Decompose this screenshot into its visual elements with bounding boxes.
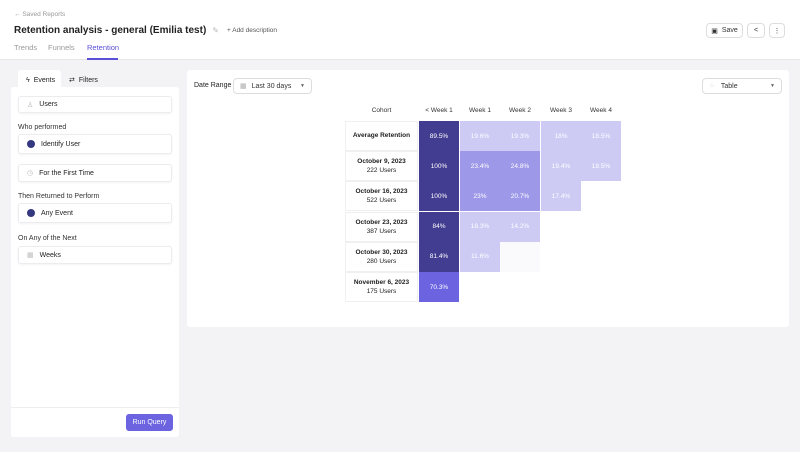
frequency-select[interactable]: ◷ For the First Time xyxy=(18,164,172,182)
bolt-icon: ϟ xyxy=(26,76,30,84)
cohort-users: 522 Users xyxy=(366,197,397,205)
calendar-icon: ▦ xyxy=(240,83,247,90)
active-tab-indicator xyxy=(87,58,118,60)
header xyxy=(0,0,800,60)
view-value: Table xyxy=(720,82,738,90)
run-query-button[interactable]: Run Query xyxy=(126,414,173,431)
retention-cell[interactable]: 100% xyxy=(419,151,459,182)
retention-cell[interactable]: 70.3% xyxy=(419,272,459,302)
retention-cell[interactable]: 84% xyxy=(419,211,459,242)
sidebar-tab-filters[interactable]: ⇄ Filters xyxy=(61,70,106,90)
share-button[interactable]: < xyxy=(747,23,765,38)
retention-cell[interactable]: 89.5% xyxy=(419,121,459,151)
date-range-label: Date Range xyxy=(194,82,232,89)
column-header: Week 1 xyxy=(469,107,491,114)
cohort-cell: November 6, 2023 175 Users xyxy=(345,272,418,302)
column-header: < Week 1 xyxy=(425,107,453,114)
period-select[interactable]: ▦ Weeks xyxy=(18,246,172,264)
retention-cell[interactable]: 18.5% xyxy=(581,121,621,151)
column-header: Week 4 xyxy=(590,107,612,114)
next-label: On Any of the Next xyxy=(18,235,77,242)
sidebar-tab-events[interactable]: ϟ Events xyxy=(18,70,61,90)
retention-cell[interactable]: 81.4% xyxy=(419,241,459,272)
entity-select[interactable]: ♙ Users xyxy=(18,96,172,113)
retention-cell[interactable]: 19.4% xyxy=(541,151,581,182)
frequency-value: For the First Time xyxy=(39,169,94,177)
filters-label: Filters xyxy=(78,76,98,84)
user-icon: ♙ xyxy=(27,101,34,109)
pencil-icon[interactable]: ✎ xyxy=(212,26,219,35)
retention-cell[interactable]: 18% xyxy=(541,121,581,151)
returned-label: Then Returned to Perform xyxy=(18,193,100,200)
cohort-users: 280 Users xyxy=(366,257,397,265)
add-description-button[interactable]: + Add description xyxy=(226,27,278,34)
cohort-users: 387 Users xyxy=(366,227,397,235)
view-select[interactable]: ⁘ Table ▼ xyxy=(702,78,782,94)
event-dot-icon xyxy=(27,140,35,148)
cohort-users: 175 Users xyxy=(366,288,397,295)
retention-cell[interactable]: 23.4% xyxy=(460,151,500,182)
filter-icon: ⇄ xyxy=(69,77,75,84)
retention-cell[interactable]: 19.3% xyxy=(500,121,540,151)
cohort-cell: October 16, 2023 522 Users xyxy=(345,181,418,212)
tab-retention[interactable]: Retention xyxy=(87,43,120,52)
chevron-down-icon: ▼ xyxy=(300,83,305,89)
cohort-date: October 16, 2023 xyxy=(355,188,408,196)
divider xyxy=(11,407,179,408)
date-range-value: Last 30 days xyxy=(251,82,292,90)
entity-value: Users xyxy=(39,101,58,108)
save-label: Save xyxy=(721,27,738,34)
chevron-down-icon: ▼ xyxy=(770,83,775,89)
column-header: Week 3 xyxy=(550,107,572,114)
date-range-select[interactable]: ▦ Last 30 days ▼ xyxy=(233,78,312,94)
column-header: Cohort xyxy=(371,107,392,114)
cohort-date: Average Retention xyxy=(352,132,411,140)
tab-funnels[interactable]: Funnels xyxy=(48,43,75,52)
who-performed-value: Identify User xyxy=(41,140,81,148)
column-header: Week 2 xyxy=(509,107,531,114)
retention-cell[interactable]: 17.4% xyxy=(541,181,581,212)
share-icon: < xyxy=(753,27,759,34)
period-value: Weeks xyxy=(39,251,61,259)
returned-value: Any Event xyxy=(41,209,73,217)
retention-cell[interactable]: 20.7% xyxy=(500,181,540,212)
retention-cell[interactable]: 14.2% xyxy=(500,211,540,242)
retention-cell[interactable]: 18.3% xyxy=(460,211,500,242)
retention-cell[interactable]: 18.5% xyxy=(581,151,621,182)
cohort-date: October 30, 2023 xyxy=(355,248,408,256)
calendar-icon: ▦ xyxy=(27,252,34,259)
cohort-date: October 23, 2023 xyxy=(355,218,408,226)
cohort-date: October 9, 2023 xyxy=(357,158,406,166)
save-button[interactable]: ▣ Save xyxy=(706,23,743,38)
breadcrumb-label[interactable]: Saved Reports xyxy=(22,11,66,18)
who-performed-label: Who performed xyxy=(18,124,67,131)
cohort-cell: Average Retention xyxy=(345,121,418,151)
cohort-cell: October 23, 2023 387 Users xyxy=(345,211,418,242)
cohort-cell: October 9, 2023 222 Users xyxy=(345,151,418,182)
retention-cell[interactable]: 11.6% xyxy=(460,241,500,272)
save-icon: ▣ xyxy=(711,27,718,35)
returned-select[interactable]: Any Event xyxy=(18,203,172,223)
retention-cell[interactable]: 23% xyxy=(460,181,500,212)
retention-cell[interactable]: 19.6% xyxy=(460,121,500,151)
table-icon: ⁘ xyxy=(709,83,715,90)
cohort-date: November 6, 2023 xyxy=(353,278,410,286)
tab-trends[interactable]: Trends xyxy=(14,43,38,52)
retention-cell[interactable] xyxy=(500,241,540,272)
title-row: Retention analysis - general (Emilia tes… xyxy=(14,25,277,36)
cohort-users: 222 Users xyxy=(366,167,397,175)
breadcrumb[interactable]: ← Saved Reports xyxy=(14,11,66,18)
page-title: Retention analysis - general (Emilia tes… xyxy=(14,25,207,36)
retention-cell[interactable]: 100% xyxy=(419,181,459,212)
event-dot-icon xyxy=(27,209,35,217)
cohort-cell: October 30, 2023 280 Users xyxy=(345,241,418,272)
who-performed-select[interactable]: Identify User xyxy=(18,134,172,154)
more-vertical-icon: ⋮ xyxy=(773,27,781,35)
retention-cell[interactable]: 24.8% xyxy=(500,151,540,182)
events-label: Events xyxy=(33,76,56,84)
clock-icon: ◷ xyxy=(27,170,34,177)
more-button[interactable]: ⋮ xyxy=(769,23,785,38)
